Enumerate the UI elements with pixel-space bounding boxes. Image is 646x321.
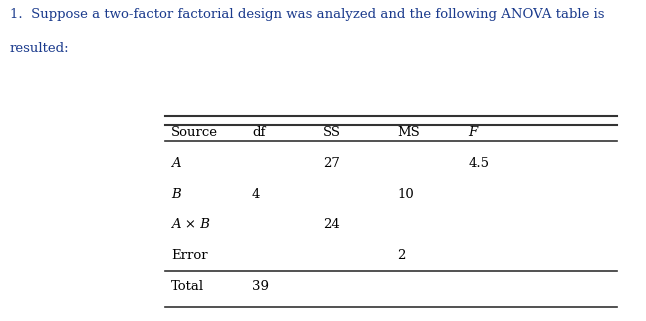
Text: 4.5: 4.5 [468, 157, 490, 170]
Text: 1.  Suppose a two-factor factorial design was analyzed and the following ANOVA t: 1. Suppose a two-factor factorial design… [10, 8, 604, 21]
Text: B: B [171, 188, 181, 201]
Text: A: A [171, 157, 181, 170]
Text: resulted:: resulted: [10, 42, 69, 55]
Text: 2: 2 [397, 249, 406, 262]
Text: Error: Error [171, 249, 208, 262]
Text: MS: MS [397, 126, 420, 139]
Text: 24: 24 [323, 218, 340, 231]
Text: Source: Source [171, 126, 218, 139]
Text: Total: Total [171, 280, 204, 293]
Text: A × B: A × B [171, 218, 210, 231]
Text: df: df [252, 126, 266, 139]
Text: SS: SS [323, 126, 341, 139]
Text: 27: 27 [323, 157, 340, 170]
Text: 4: 4 [252, 188, 260, 201]
Text: 10: 10 [397, 188, 414, 201]
Text: 39: 39 [252, 280, 269, 293]
Text: F: F [468, 126, 477, 139]
